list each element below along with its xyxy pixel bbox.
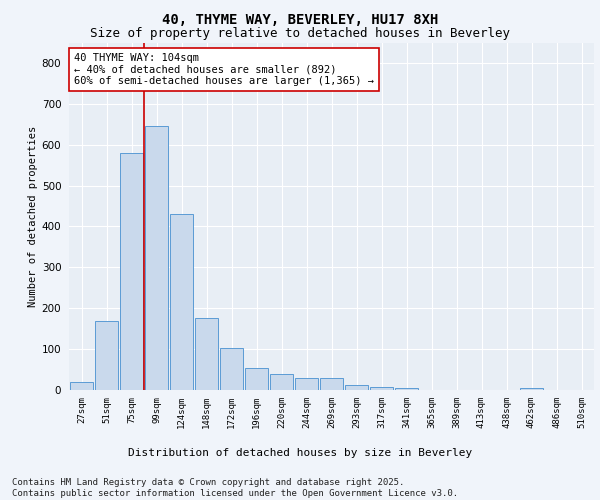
Bar (170, 214, 193, 390)
Bar (395, 388, 418, 390)
Bar (119, 153, 143, 390)
Bar (95, 320, 118, 390)
Text: 40 THYME WAY: 104sqm
← 40% of detached houses are smaller (892)
60% of semi-deta: 40 THYME WAY: 104sqm ← 40% of detached h… (74, 53, 374, 86)
Bar (70, 382, 94, 390)
Bar (520, 388, 544, 390)
Bar (269, 374, 293, 390)
Bar (145, 126, 169, 390)
Text: 40, THYME WAY, BEVERLEY, HU17 8XH: 40, THYME WAY, BEVERLEY, HU17 8XH (162, 12, 438, 26)
Text: Size of property relative to detached houses in Beverley: Size of property relative to detached ho… (90, 28, 510, 40)
Bar (320, 378, 343, 390)
Y-axis label: Number of detached properties: Number of detached properties (28, 126, 38, 307)
Bar (194, 318, 218, 390)
Bar (295, 378, 319, 390)
Text: Distribution of detached houses by size in Beverley: Distribution of detached houses by size … (128, 448, 472, 458)
Bar (344, 385, 368, 390)
Bar (370, 386, 394, 390)
Bar (245, 368, 268, 390)
Text: Contains HM Land Registry data © Crown copyright and database right 2025.
Contai: Contains HM Land Registry data © Crown c… (12, 478, 458, 498)
Bar (220, 348, 244, 390)
